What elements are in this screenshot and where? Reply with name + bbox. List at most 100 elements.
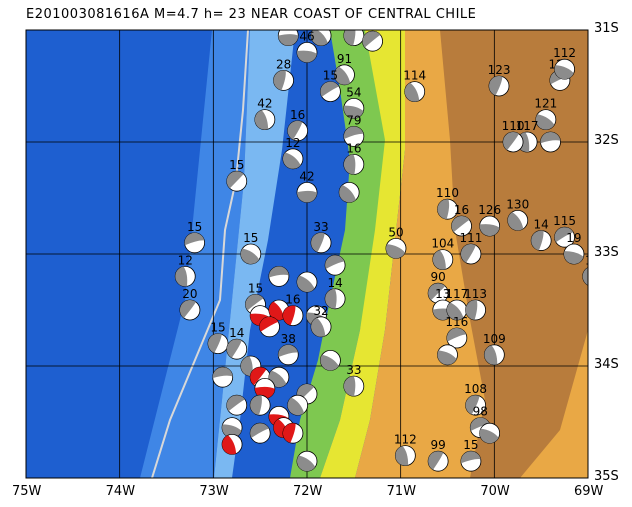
focal-mechanism: 14 <box>324 276 346 310</box>
focal-mechanism: 12 <box>282 136 304 170</box>
longitude-label: 72W <box>293 484 323 499</box>
compressional-quadrant <box>226 395 245 412</box>
depth-label: 15 <box>229 158 244 172</box>
focal-mechanism: 55 <box>310 30 332 46</box>
longitude-label: 75W <box>12 484 42 499</box>
map-frame <box>25 29 589 479</box>
focal-mechanism <box>324 254 346 276</box>
compressional-quadrant <box>460 451 481 464</box>
depth-label: 16 <box>454 203 469 217</box>
focal-mechanism: 110 <box>436 186 459 220</box>
compressional-quadrant <box>554 65 574 80</box>
focal-mechanism: 42 <box>254 97 276 130</box>
compressional-quadrant <box>287 120 303 140</box>
longitude-label: 73W <box>199 484 229 499</box>
depth-label: 117 <box>445 287 468 301</box>
compressional-quadrant <box>334 66 351 85</box>
focal-mechanism <box>221 417 243 439</box>
focal-mechanism: 111 <box>459 231 482 265</box>
compressional-quadrant <box>250 367 267 386</box>
compressional-quadrant <box>268 301 285 320</box>
compressional-quadrant <box>226 171 244 189</box>
depth-label: 112 <box>394 433 417 447</box>
compressional-quadrant <box>325 255 345 269</box>
compressional-quadrant <box>343 376 356 397</box>
focal-mechanism: 110 <box>502 119 525 153</box>
focal-mechanism-highlighted <box>259 316 280 338</box>
compressional-quadrant <box>432 250 446 270</box>
focal-mechanism: 15 <box>240 231 262 265</box>
focal-mechanism: 112 <box>553 46 576 80</box>
depth-label: 99 <box>430 438 445 452</box>
depth-label: 14 <box>327 276 342 290</box>
depth-label: 15 <box>243 231 258 245</box>
focal-mechanism: 130 <box>506 197 529 231</box>
compressional-quadrant <box>240 248 260 264</box>
compressional-quadrant <box>343 30 356 46</box>
depth-label: 130 <box>506 197 529 211</box>
compressional-quadrant <box>311 30 328 46</box>
depth-label: 42 <box>257 97 272 111</box>
focal-mechanism: 54 <box>343 85 365 119</box>
focal-mechanism <box>226 394 248 416</box>
focal-mechanism <box>479 422 501 444</box>
compressional-quadrant <box>297 275 315 292</box>
depth-label: 12 <box>178 253 193 267</box>
compressional-quadrant <box>446 328 467 342</box>
focal-mechanism <box>249 422 271 444</box>
depth-label: 110 <box>436 186 459 200</box>
depth-label: 116 <box>445 315 468 329</box>
compressional-quadrant <box>273 70 286 91</box>
depth-label: 109 <box>483 332 506 346</box>
focal-mechanism: 70 <box>362 30 383 52</box>
focal-mechanism: 123 <box>488 63 510 97</box>
depth-label: 46 <box>299 29 314 43</box>
focal-mechanism <box>296 271 318 293</box>
longitude-label: 69W <box>574 484 604 499</box>
focal-mechanism: 46 <box>296 29 318 63</box>
compressional-quadrant <box>250 423 269 438</box>
depth-label: 113 <box>464 287 487 301</box>
focal-mechanism: 50 <box>385 225 407 259</box>
focal-mechanism: 14 <box>530 218 552 251</box>
compressional-quadrant <box>278 34 299 46</box>
focal-mechanism: 115 <box>553 214 576 248</box>
compressional-quadrant <box>296 455 316 472</box>
focal-mechanism: 27 <box>343 30 365 46</box>
focal-mechanism: 33 <box>343 363 365 397</box>
compressional-quadrant <box>428 283 446 301</box>
focal-mechanism <box>338 181 360 203</box>
depth-label: 16 <box>346 141 361 155</box>
compressional-quadrant <box>259 316 279 332</box>
compressional-quadrant <box>268 266 289 278</box>
focal-mechanism: 126 <box>478 203 501 237</box>
compressional-quadrant <box>428 451 444 470</box>
compressional-quadrant <box>395 445 409 466</box>
compressional-quadrant <box>503 132 519 151</box>
depth-label: 115 <box>553 214 576 228</box>
focal-mechanism: 99 <box>427 438 449 472</box>
depth-label: 14 <box>229 326 244 340</box>
compressional-quadrant <box>582 267 588 286</box>
focal-mechanism <box>212 366 234 388</box>
focal-mechanisms: 2855277046912815541141231201124216791211… <box>174 29 588 472</box>
compressional-quadrant <box>563 251 584 264</box>
compressional-quadrant <box>540 132 561 144</box>
compressional-quadrant <box>460 244 476 263</box>
compressional-quadrant <box>535 114 555 130</box>
depth-label: 117 <box>516 119 539 133</box>
focal-mechanism: 12 <box>174 253 196 287</box>
depth-label: 114 <box>403 69 426 83</box>
depth-label: 19 <box>566 231 581 245</box>
compressional-quadrant <box>282 423 296 443</box>
depth-label: 33 <box>346 363 361 377</box>
compressional-quadrant <box>343 105 364 119</box>
focal-mechanism: 15 <box>184 220 206 254</box>
map-title: E201003081616A M=4.7 h= 23 NEAR COAST OF… <box>26 7 477 22</box>
focal-mechanism <box>287 394 309 416</box>
depth-label: 126 <box>478 203 501 217</box>
depth-label: 90 <box>430 270 445 284</box>
focal-mechanism: 117 <box>445 287 468 321</box>
depth-label: 98 <box>473 405 488 419</box>
